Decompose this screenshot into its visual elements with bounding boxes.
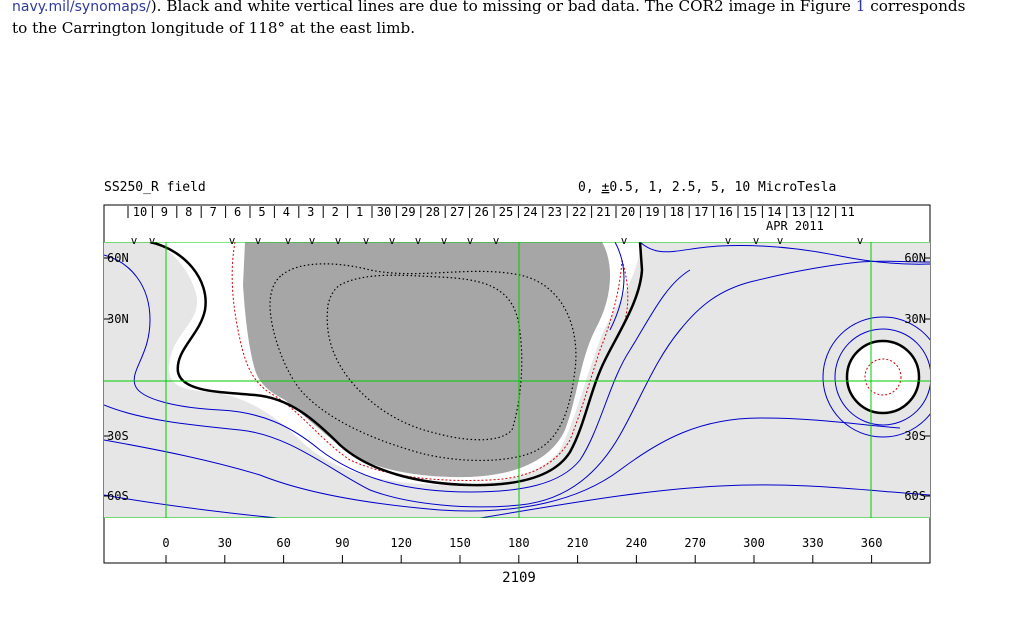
month-label: APR 2011 (766, 219, 824, 233)
v-marker: v (389, 234, 396, 247)
right-contour-ring-2 (834, 328, 930, 426)
blue-contour-5 (479, 484, 930, 518)
synomaps-link[interactable]: navy.mil/synomaps/ (12, 0, 151, 15)
date-label: 22 (572, 205, 586, 219)
plot-area (104, 242, 930, 518)
lon-tick-label: 330 (802, 536, 824, 550)
date-label: 30 (377, 205, 391, 219)
lat-labels-right: 60N 30N 30S 60S (904, 251, 930, 503)
right-neutral-ring (845, 339, 921, 415)
blue-contour-3 (104, 417, 901, 512)
date-label: 7 (210, 205, 217, 219)
neutral-line (149, 242, 644, 487)
v-marker: v (229, 234, 236, 247)
longitude-axis: 0 30 60 90 120 150 180 210 240 270 300 330 360 (162, 536, 882, 563)
carrington-rotation-label: 2109 (502, 570, 536, 586)
v-marker: v (857, 234, 864, 247)
v-marker: v (415, 234, 422, 247)
dotted-contour-outer (269, 263, 577, 462)
lon-tick-label: 150 (449, 536, 471, 550)
lat-label-left: 60S (107, 489, 129, 503)
lon-tick-label: 300 (743, 536, 765, 550)
lon-tick-label: 120 (390, 536, 412, 550)
v-marker: v (777, 234, 784, 247)
date-label: 24 (523, 205, 537, 219)
date-label: 9 (161, 205, 168, 219)
date-label: 29 (401, 205, 415, 219)
dotted-contour-inner (326, 274, 523, 441)
v-marker: v (725, 234, 732, 247)
date-label: 10 (133, 205, 147, 219)
right-contour-ring-1 (822, 316, 930, 438)
lon-tick-label: 90 (335, 536, 349, 550)
blue-contour-7 (609, 242, 625, 331)
date-label: 16 (718, 205, 732, 219)
date-label: 20 (621, 205, 635, 219)
contour-levels-label: 0, ±0.5, 1, 2.5, 5, 10 MicroTesla (578, 180, 836, 195)
lat-label-right: 30N (904, 312, 926, 326)
date-label: 14 (767, 205, 781, 219)
lon-tick-label: 360 (861, 536, 883, 550)
date-label: 23 (548, 205, 562, 219)
blue-contour-1 (104, 254, 691, 493)
date-label: 26 (474, 205, 488, 219)
date-label: 27 (450, 205, 464, 219)
date-label: 15 (743, 205, 757, 219)
date-label: 12 (816, 205, 830, 219)
lat-label-right: 60N (904, 251, 926, 265)
lat-label-left: 30N (107, 312, 129, 326)
v-marker: v (753, 234, 760, 247)
date-label: 11 (840, 205, 854, 219)
v-marker: v (621, 234, 628, 247)
date-label: 5 (258, 205, 265, 219)
v-marker: v (467, 234, 474, 247)
v-marker: v (285, 234, 292, 247)
v-marker: v (149, 234, 156, 247)
date-label: 13 (792, 205, 806, 219)
v-marker: v (363, 234, 370, 247)
date-label: 1 (356, 205, 363, 219)
paragraph-line-1: navy.mil/synomaps/). Black and white ver… (12, 0, 1024, 18)
date-label: 19 (645, 205, 659, 219)
lon-tick-label: 180 (508, 536, 530, 550)
v-marker: v (255, 234, 262, 247)
figure-ref[interactable]: 1 (855, 0, 866, 15)
blue-contour-2 (104, 260, 930, 508)
date-label: 17 (694, 205, 708, 219)
date-label: 21 (596, 205, 610, 219)
right-red-dotted-ring (864, 358, 902, 396)
paragraph-line-2: to the Carrington longitude of 118° at t… (12, 19, 416, 37)
lon-tick-label: 30 (218, 536, 232, 550)
date-label: 3 (307, 205, 314, 219)
v-marker: v (493, 234, 500, 247)
lon-tick-label: 210 (567, 536, 589, 550)
date-label: 18 (670, 205, 684, 219)
date-row: 10 9 8 7 6 5 4 3 2 1 30 29 28 27 26 25 24 23 22 21 20 19 18 17 1… (127, 205, 855, 219)
lat-label-left: 30S (107, 429, 129, 443)
v-marker: v (309, 234, 316, 247)
date-label: 25 (499, 205, 513, 219)
lon-tick-label: 270 (684, 536, 706, 550)
v-marker: v (131, 234, 138, 247)
figure-title: SS250_R field (104, 180, 206, 195)
lat-label-left: 60N (107, 251, 129, 265)
body-text: navy.mil/synomaps/). Black and white ver… (12, 0, 1024, 39)
lat-label-right: 60S (904, 489, 926, 503)
v-marker: v (441, 234, 448, 247)
date-label: 6 (234, 205, 241, 219)
lon-tick-label: 0 (162, 536, 169, 550)
date-label: 28 (426, 205, 440, 219)
v-marker: v (335, 234, 342, 247)
date-label: 4 (283, 205, 290, 219)
lon-tick-label: 60 (276, 536, 290, 550)
date-label: 2 (332, 205, 339, 219)
lon-tick-label: 240 (626, 536, 648, 550)
date-label: 8 (185, 205, 192, 219)
lat-label-right: 30S (904, 429, 926, 443)
blue-contour-6 (639, 242, 930, 265)
lat-labels-left: 60N 30N 30S 60S (104, 251, 129, 503)
